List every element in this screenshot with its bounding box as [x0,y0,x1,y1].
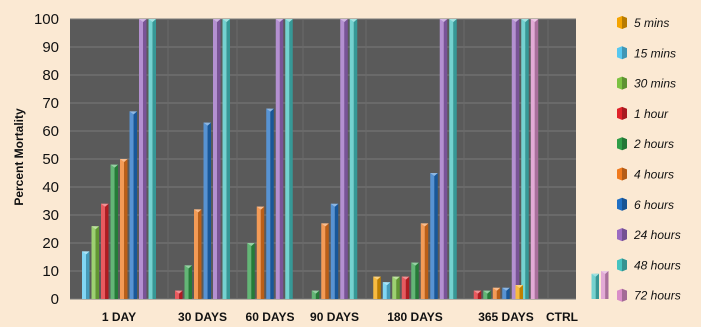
legend-label: 72 hours [634,289,681,303]
bar-48-hours-90-days [349,19,358,299]
bar-5-mins-180-days [373,276,381,299]
x-tick-label: 60 DAYS [246,310,295,324]
x-tick-label: CTRL [546,310,578,324]
bar-48-hours-365-days [521,19,529,299]
legend-label: 24 hours [633,228,681,242]
bar-2-hours-30-days [184,265,192,299]
x-axis: 1 DAY 30 DAYS 60 DAYS 90 DAYS 180 DAYS 365 DA… [102,310,578,324]
bar-6-hours-365-days [502,287,510,299]
bar-4-hours-180-days [420,223,429,299]
bar-6-hours-60-days [266,108,274,299]
legend-label: 5 mins [634,16,669,30]
legend-item: 72 hours [617,288,681,303]
bar-2-hours-365-days [483,290,491,299]
bar-6-hours-1-day [129,111,137,300]
bar-6-hours-90-days [330,203,339,299]
bars [82,19,609,300]
x-tick-label: 30 DAYS [178,310,227,324]
bar-72-hours-ctrl [601,271,609,299]
legend-item: 24 hours [617,228,681,242]
bar-6-hours-180-days [430,173,438,299]
bar-4-hours-1-day [120,159,128,299]
y-tick-label: 100 [34,11,59,28]
y-axis: 0 10 20 30 40 50 60 70 80 90 100 [34,11,59,308]
bar-15-mins-1-day [82,251,90,299]
y-tick-label: 60 [42,123,59,140]
bar-72-hours-365-days [530,19,539,299]
y-tick-label: 80 [42,67,59,84]
bar-1-hour-1-day [101,203,109,299]
legend-label: 48 hours [634,258,681,272]
y-tick-label: 20 [42,235,59,252]
bar-4-hours-30-days [194,209,202,299]
bar-2-hours-1-day [110,164,118,299]
y-tick-label: 0 [51,291,59,308]
bar-4-hours-90-days [321,223,329,299]
bar-24-hours-60-days [275,19,284,299]
legend-item: 15 mins [617,46,676,60]
y-tick-label: 40 [42,179,59,196]
bar-48-hours-ctrl [591,273,599,299]
bar-48-hours-60-days [285,19,293,299]
bar-5-mins-ctrl [515,285,523,299]
legend-item: 2 hours [617,137,674,151]
y-axis-label: Percent Mortality [12,108,26,206]
bar-15-mins-180-days [382,282,391,299]
y-tick-label: 50 [42,151,59,168]
legend-label: 15 mins [634,46,676,60]
bar-30-mins-180-days [392,276,400,299]
bar-24-hours-365-days [511,19,520,299]
bar-1-hour-30-days [175,290,183,299]
legend-item: 1 hour [617,106,669,121]
x-tick-label: 90 DAYS [310,310,359,324]
bar-24-hours-1-day [139,19,147,299]
bar-6-hours-30-days [203,122,211,299]
bar-1-hour-365-days [473,290,482,299]
bar-1-hour-180-days [401,276,410,299]
bar-2-hours-180-days [411,262,419,299]
bar-24-hours-30-days [213,19,221,299]
bar-2-hours-60-days [247,243,255,299]
legend-item: 30 mins [617,76,676,91]
bar-24-hours-180-days [439,19,448,299]
legend-item: 4 hours [617,167,674,182]
bar-30-mins-1-day [91,226,99,299]
bar-48-hours-180-days [449,19,457,299]
y-tick-label: 30 [42,207,59,224]
legend: 5 mins 15 mins 30 mins 1 hour 2 hours 4 hours… [617,16,681,303]
legend-label: 30 mins [634,77,676,91]
y-tick-label: 90 [42,39,59,56]
legend-item: 48 hours [617,258,681,272]
legend-label: 1 hour [634,107,669,121]
legend-label: 2 hours [633,137,674,151]
bar-4-hours-365-days [492,287,501,299]
legend-label: 6 hours [634,198,674,212]
bar-4-hours-60-days [256,206,265,299]
x-tick-label: 365 DAYS [478,310,534,324]
bar-2-hours-90-days [311,290,320,299]
x-tick-label: 1 DAY [102,310,136,324]
legend-item: 5 mins [617,16,669,30]
y-tick-label: 70 [42,95,59,112]
legend-label: 4 hours [634,168,674,182]
bar-48-hours-30-days [222,19,230,299]
bar-24-hours-90-days [340,19,348,299]
bar-48-hours-1-day [148,19,156,299]
x-tick-label: 180 DAYS [387,310,443,324]
legend-item: 6 hours [617,197,674,212]
y-tick-label: 10 [42,263,59,280]
